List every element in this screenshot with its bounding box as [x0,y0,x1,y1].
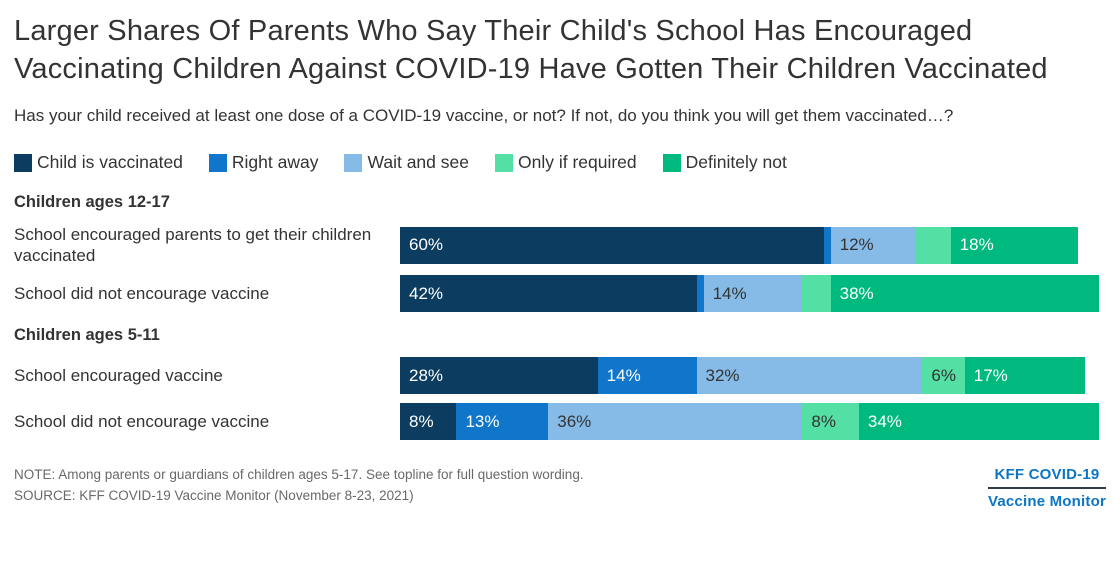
legend-swatch [494,153,513,172]
logo-line-2: Vaccine Monitor [987,493,1106,510]
group-header: Children ages 5-11 [14,326,160,344]
segment-value-label: 8% [409,411,434,431]
chart-legend: Child is vaccinated Right away Wait and se… [14,152,1106,173]
segment-value-label: 14% [712,283,747,303]
logo-line-1: KFF COVID-19 [987,466,1106,489]
bar-segment: 12% [830,226,916,264]
bar-segment: 14% [597,357,697,394]
bar-segment: 14% [703,275,803,312]
bar-segment: 36% [548,403,803,440]
segment-value-label: 36% [557,411,592,431]
segment-value-label: 12% [839,235,874,254]
segment-value-label: 28% [409,365,444,385]
bar-row: School did not encourage vaccine 42% 14% 38… [14,275,1106,312]
row-label: School encouraged parents to get their c… [14,225,372,265]
group-header: Children ages 12-17 [14,193,170,211]
segment-value-label: 13% [465,411,500,431]
row-label: School encouraged vaccine [14,366,223,385]
legend-label: Right away [231,152,319,172]
page-title: Larger Shares Of Parents Who Say Their C… [14,15,1048,85]
bar-track: 42% 14% 38% [400,275,1106,312]
segment-value-label: 60% [409,235,444,254]
source-text: SOURCE: KFF COVID-19 Vaccine Monitor (No… [14,488,414,503]
bar-segment [802,275,831,312]
chart-subtitle: Has your child received at least one dos… [14,106,954,125]
legend-swatch [208,153,227,172]
legend-item: Only if required [494,152,637,173]
bar-segment: 34% [858,403,1099,440]
legend-item: Child is vaccinated [14,152,183,173]
segment-value-label: 18% [959,235,994,254]
bar-row: School did not encourage vaccine 8% 13% 36%… [14,403,1106,440]
segment-value-label: 8% [811,411,836,431]
bar-segment [823,226,831,264]
footer-notes: NOTE: Among parents or guardians of chil… [14,464,584,506]
segment-value-label: 34% [867,411,902,431]
legend-label: Only if required [517,152,637,172]
bar-segment: 8% [802,403,859,440]
legend-label: Wait and see [367,152,469,172]
legend-swatch [662,153,681,172]
bar-segment: 8% [400,403,457,440]
segment-value-label: 14% [606,365,641,385]
legend-item: Wait and see [344,152,469,173]
segment-value-label: 38% [839,283,874,303]
legend-item: Definitely not [662,152,787,173]
segment-value-label: 32% [705,365,740,385]
bar-segment: 13% [456,403,549,440]
bar-segment: 6% [922,357,965,394]
legend-item: Right away [208,152,319,173]
segment-value-label: 42% [409,283,444,303]
kff-vaccine-monitor-logo: KFF COVID-19 Vaccine Monitor [987,466,1106,510]
bar-segment [696,275,704,312]
row-label: School did not encourage vaccine [14,284,270,303]
note-text: NOTE: Among parents or guardians of chil… [14,467,584,482]
stacked-bar-chart: Children ages 12-17 School encouraged par… [14,193,1106,440]
bar-track: 60% 12% 18% [400,226,1106,264]
bar-segment: 17% [964,357,1085,394]
chart-footer: NOTE: Among parents or guardians of chil… [14,464,1106,510]
legend-label: Definitely not [685,152,787,172]
bar-row: School encouraged parents to get their c… [14,224,1106,266]
bar-segment: 42% [400,275,697,312]
segment-value-label: 17% [973,365,1008,385]
bar-segment [915,226,951,264]
bar-track: 28% 14% 32% 6% 17% [400,357,1106,394]
bar-segment: 28% [400,357,598,394]
legend-swatch [344,153,363,172]
segment-value-label: 6% [931,365,956,385]
bar-segment: 18% [950,226,1078,264]
bar-track: 8% 13% 36% 8% 34% [400,403,1106,440]
row-label: School did not encourage vaccine [14,412,270,431]
legend-label: Child is vaccinated [37,152,183,172]
bar-segment: 60% [400,226,824,264]
bar-segment: 38% [830,275,1099,312]
legend-swatch [14,153,32,172]
bar-row: School encouraged vaccine 28% 14% 32% 6% 17% [14,357,1106,394]
bar-segment: 32% [696,357,923,394]
